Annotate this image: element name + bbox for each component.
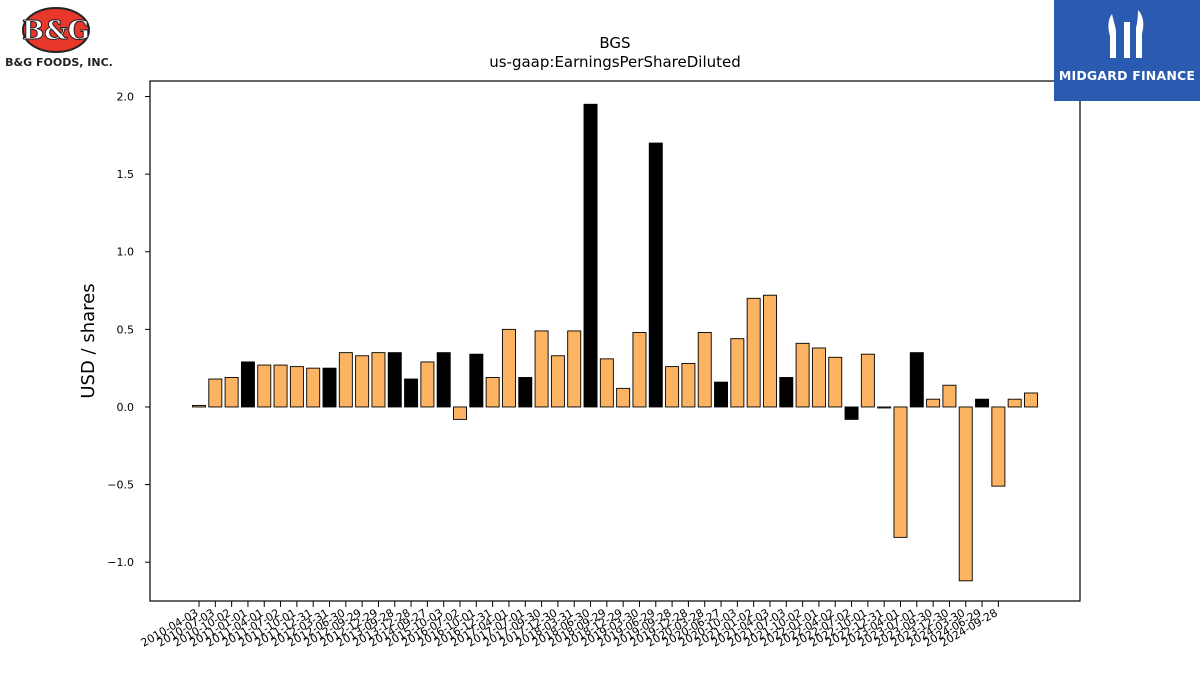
- bar: [648, 142, 663, 408]
- bar: [338, 352, 353, 408]
- y-tick-label: 2.0: [117, 91, 135, 104]
- bar: [779, 377, 794, 408]
- bars-group: [192, 103, 1038, 582]
- bar: [436, 352, 451, 408]
- y-tick-label: 0.5: [117, 323, 135, 336]
- bar: [763, 294, 777, 408]
- bar: [893, 406, 908, 538]
- bar: [257, 364, 272, 408]
- bar: [1007, 398, 1022, 408]
- midgard-logo-text: MIDGARD FINANCE: [1058, 68, 1196, 83]
- bar: [550, 355, 565, 408]
- bg-foods-logo-text: B&G FOODS, INC.: [5, 56, 113, 69]
- y-tick-label: 0.0: [117, 401, 135, 414]
- bar: [518, 377, 533, 408]
- bg-foods-logo-mark: B&G: [22, 7, 90, 53]
- bar: [240, 361, 255, 408]
- midgard-finance-logo: MIDGARD FINANCE: [1054, 0, 1200, 101]
- bar: [877, 406, 892, 409]
- bar: [501, 328, 516, 408]
- bar: [208, 378, 223, 408]
- bar: [469, 353, 484, 408]
- bar: [322, 367, 337, 408]
- bar: [697, 332, 712, 408]
- bar: [192, 404, 206, 408]
- bar: [926, 398, 941, 408]
- y-tick-label: 1.5: [117, 168, 135, 181]
- bar: [795, 342, 810, 408]
- y-tick-label: −0.5: [107, 479, 134, 492]
- bar: [844, 406, 859, 420]
- bar: [355, 355, 370, 408]
- bar: [665, 366, 680, 408]
- bar: [453, 406, 467, 420]
- bar: [860, 353, 875, 408]
- bar: [632, 332, 647, 408]
- bar: [273, 364, 288, 408]
- bar: [567, 330, 582, 408]
- bar: [746, 297, 761, 408]
- y-tick-label: −1.0: [107, 556, 134, 569]
- bar: [714, 381, 729, 408]
- bar: [991, 406, 1006, 487]
- chart-subtitle: us-gaap:EarningsPerShareDiluted: [489, 53, 741, 71]
- x-axis: 2010-04-032010-07-032010-10-022011-01-01…: [139, 601, 1000, 650]
- bar: [583, 103, 598, 408]
- bar: [371, 352, 386, 408]
- bar: [306, 367, 321, 408]
- bar: [1024, 392, 1038, 408]
- bar: [681, 363, 696, 408]
- bar: [420, 361, 435, 408]
- bar: [828, 356, 843, 408]
- bar: [958, 406, 973, 582]
- bar: [909, 352, 924, 408]
- bar: [975, 398, 990, 408]
- bar: [224, 377, 239, 408]
- bar: [616, 387, 631, 408]
- bar: [811, 347, 826, 408]
- bar: [599, 358, 614, 408]
- y-tick-label: 1.0: [117, 246, 135, 259]
- svg-text:B&G: B&G: [22, 16, 90, 46]
- bg-foods-logo: B&G B&G FOODS, INC.: [4, 4, 114, 70]
- bar: [730, 338, 745, 408]
- bar: [404, 378, 419, 408]
- y-axis-label: USD / shares: [78, 283, 99, 398]
- chart-title: BGS: [599, 34, 630, 52]
- bar: [387, 352, 402, 408]
- bar: [534, 330, 549, 408]
- bar: [289, 366, 304, 408]
- midgard-logo-mark: [1108, 10, 1144, 58]
- y-axis: −1.0 −0.5 0.0 0.5 1.0 1.5 2.0: [107, 91, 150, 569]
- bar: [485, 377, 500, 408]
- axes-frame: [149, 80, 1081, 602]
- bar: [942, 384, 957, 408]
